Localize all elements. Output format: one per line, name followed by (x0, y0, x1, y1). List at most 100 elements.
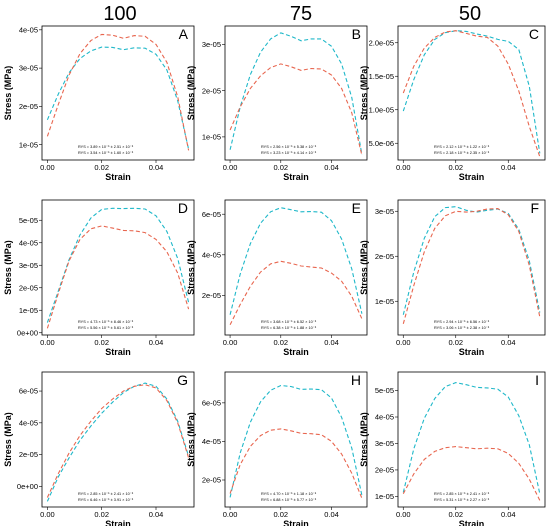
plot-frame (41, 371, 195, 508)
y-tick-label: 6e-05 (202, 210, 221, 219)
x-tick-label: 0.04 (501, 163, 516, 172)
x-tick-label: 0.00 (40, 163, 55, 172)
series-line-blue (229, 384, 363, 498)
x-tick-label: 0.00 (396, 510, 411, 519)
series-line-red (46, 384, 190, 498)
rys-annotation: RYS = 4.73 × 10⁻⁵ ± 8.46 × 10⁻⁶ (78, 320, 134, 324)
y-axis-title: Stress (MPa) (186, 66, 196, 121)
panel-letter: D (178, 200, 188, 216)
plot-frame (397, 25, 546, 161)
x-tick-label: 0.02 (94, 338, 109, 347)
y-tick-label: 5e-05 (19, 216, 38, 225)
rys-annotation: RYS = 5.31 × 10⁻⁵ ± 2.27 × 10⁻⁶ (434, 498, 490, 502)
series-line-red (229, 260, 363, 326)
column-header-75: 75 (290, 3, 312, 25)
panel-grid: 0.00 0.02 0.04 1e-05 2e-05 3e-05 4e-05 Strain St… (3, 25, 546, 526)
x-axis-title: Strain (459, 347, 485, 357)
y-tick-label: 1.5e-05 (369, 72, 394, 81)
x-tick-label: 0.04 (324, 163, 339, 172)
x-tick-label: 0.00 (223, 510, 238, 519)
series-line-blue (229, 32, 363, 155)
rys-annotation: RYS = 2.18 × 10⁻⁵ ± 2.35 × 10⁻⁶ (434, 151, 490, 155)
y-axis-title: Stress (MPa) (359, 66, 369, 121)
x-axis-title: Strain (105, 172, 131, 182)
x-tick-label: 0.02 (94, 510, 109, 519)
series-line-red (229, 63, 363, 156)
y-axis-title: Stress (MPa) (359, 412, 369, 467)
y-tick-label: 2e-05 (202, 291, 221, 300)
x-tick-label: 0.00 (223, 163, 238, 172)
series-line-red (402, 208, 541, 324)
x-tick-label: 0.04 (149, 163, 164, 172)
rys-annotation: RYS = 2.85 × 10⁻⁵ ± 2.41 × 10⁻⁶ (434, 492, 490, 496)
x-axis-title: Strain (283, 172, 309, 182)
x-axis-title: Strain (105, 519, 131, 526)
y-tick-label: 2e-05 (19, 102, 38, 111)
x-axis-title: Strain (283, 347, 309, 357)
y-tick-label: 4e-05 (375, 413, 394, 422)
x-tick-label: 0.04 (149, 338, 164, 347)
y-tick-label: 6e-05 (19, 387, 38, 396)
panel-letter: G (177, 372, 188, 388)
y-tick-label: 1e-05 (19, 306, 38, 315)
x-axis-title: Strain (459, 172, 485, 182)
y-tick-label: 0e+00 (17, 328, 38, 337)
y-tick-label: 1e-05 (19, 140, 38, 149)
rys-annotation: RYS = 4.70 × 10⁻⁵ ± 1.18 × 10⁻⁵ (261, 492, 317, 496)
y-tick-label: 3e-05 (375, 439, 394, 448)
x-tick-label: 0.00 (396, 163, 411, 172)
panel-letter: C (529, 26, 539, 42)
panel-h: 0.00 0.02 0.04 2e-05 4e-05 6e-05 Strain Stress … (186, 371, 368, 526)
y-tick-label: 2e-05 (375, 466, 394, 475)
y-axis-title: Stress (MPa) (3, 240, 13, 295)
x-axis-title: Strain (283, 519, 309, 526)
x-tick-label: 0.02 (273, 510, 288, 519)
plot-frame (224, 25, 368, 161)
y-tick-label: 2.0e-05 (369, 38, 394, 47)
x-tick-label: 0.04 (501, 338, 516, 347)
rys-annotation: RYS = 2.94 × 10⁻⁵ ± 6.56 × 10⁻⁶ (434, 320, 490, 324)
x-tick-label: 0.02 (94, 163, 109, 172)
column-header-100: 100 (103, 3, 136, 25)
rys-annotation: RYS = 3.89 × 10⁻⁵ ± 2.51 × 10⁻⁶ (78, 145, 134, 149)
y-tick-label: 4e-05 (19, 238, 38, 247)
rys-annotation: RYS = 3.06 × 10⁻⁵ ± 2.38 × 10⁻⁶ (434, 326, 490, 330)
panel-d: 0.00 0.02 0.04 0e+00 1e-05 2e-05 3e-05 4e-05 5e-… (3, 199, 195, 357)
panel-letter: A (179, 26, 189, 42)
x-tick-label: 0.00 (40, 338, 55, 347)
series-line-blue (229, 207, 363, 315)
y-tick-label: 2e-05 (19, 283, 38, 292)
x-tick-label: 0.00 (396, 338, 411, 347)
panel-b: 0.00 0.02 0.04 1e-05 2e-05 3e-05 Strain Stress … (186, 25, 368, 182)
column-header-50: 50 (459, 3, 481, 25)
x-tick-label: 0.04 (324, 510, 339, 519)
y-tick-label: 6e-05 (202, 398, 221, 407)
panel-letter: B (352, 26, 361, 42)
panel-g: 0.00 0.02 0.04 0e+00 2e-05 4e-05 6e-05 Strain St… (3, 371, 195, 526)
panel-letter: E (352, 200, 361, 216)
y-tick-label: 1e-05 (375, 297, 394, 306)
x-tick-label: 0.02 (448, 163, 463, 172)
y-tick-label: 5e-05 (375, 386, 394, 395)
y-tick-label: 3e-05 (19, 261, 38, 270)
panel-a: 0.00 0.02 0.04 1e-05 2e-05 3e-05 4e-05 Strain St… (3, 25, 195, 182)
series-line-red (46, 225, 190, 329)
y-tick-label: 2e-05 (202, 86, 221, 95)
rys-annotation: RYS = 5.56 × 10⁻⁵ ± 5.61 × 10⁻⁶ (78, 326, 134, 330)
rys-annotation: RYS = 6.38 × 10⁻⁵ ± 1.88 × 10⁻⁶ (261, 326, 317, 330)
plot-frame (224, 371, 368, 508)
series-line-blue (402, 382, 541, 494)
y-tick-label: 4e-05 (202, 250, 221, 259)
y-axis-title: Stress (MPa) (186, 412, 196, 467)
x-axis-title: Strain (459, 519, 485, 526)
x-tick-label: 0.02 (448, 338, 463, 347)
y-axis-title: Stress (MPa) (3, 412, 13, 467)
rys-annotation: RYS = 2.85 × 10⁻⁵ ± 2.41 × 10⁻⁶ (78, 492, 134, 496)
y-tick-label: 4e-05 (19, 25, 38, 34)
x-tick-label: 0.02 (273, 163, 288, 172)
plot-frame (224, 199, 368, 336)
y-tick-label: 1.0e-05 (369, 105, 394, 114)
y-tick-label: 1e-05 (202, 132, 221, 141)
plot-frame (41, 25, 195, 161)
